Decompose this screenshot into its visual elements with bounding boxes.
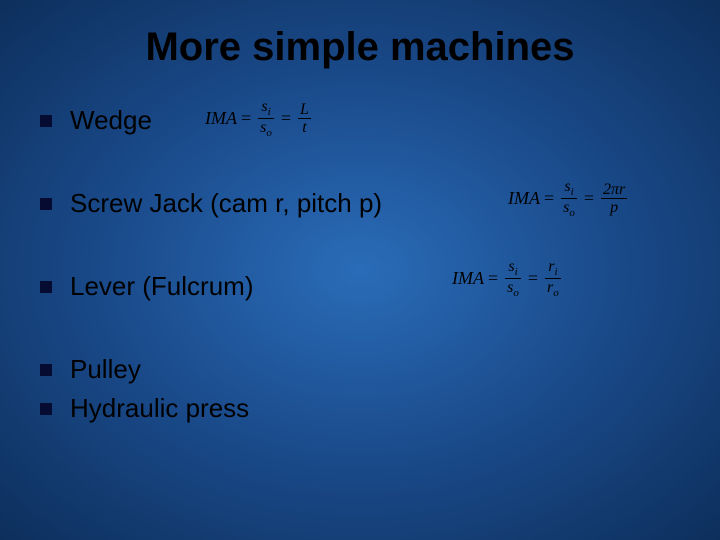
slide-title: More simple machines	[40, 25, 680, 70]
formula-lhs: IMA	[452, 268, 484, 289]
fraction: 2πr p	[601, 181, 627, 217]
bullet-icon	[40, 364, 52, 376]
formula-lever: IMA = si so = ri ro	[452, 258, 564, 300]
bullet-item-lever: Lever (Fulcrum)	[40, 271, 680, 302]
fraction: L t	[298, 101, 311, 137]
bullet-icon	[40, 115, 52, 127]
item-label: Lever (Fulcrum)	[70, 271, 253, 302]
formula-lhs: IMA	[205, 108, 237, 129]
bullet-icon	[40, 403, 52, 415]
equals-sign: =	[584, 188, 594, 209]
equals-sign: =	[281, 108, 291, 129]
bullet-icon	[40, 281, 52, 293]
item-label: Pulley	[70, 354, 141, 385]
fraction: si so	[561, 178, 577, 220]
bullet-icon	[40, 198, 52, 210]
formula-screw: IMA = si so = 2πr p	[508, 178, 630, 220]
equals-sign: =	[544, 188, 554, 209]
equals-sign: =	[241, 108, 251, 129]
item-label: Hydraulic press	[70, 393, 249, 424]
bullet-item-pulley: Pulley	[40, 354, 680, 385]
bullet-item-hydraulic: Hydraulic press	[40, 393, 680, 424]
item-label: Screw Jack (cam r, pitch p)	[70, 188, 382, 219]
formula-wedge: IMA = si so = L t	[205, 98, 314, 140]
slide-container: More simple machines Wedge Screw Jack (c…	[0, 0, 720, 540]
item-label: Wedge	[70, 105, 152, 136]
fraction: si so	[505, 258, 521, 300]
fraction: ri ro	[545, 258, 561, 300]
fraction: si so	[258, 98, 274, 140]
equals-sign: =	[488, 268, 498, 289]
equals-sign: =	[528, 268, 538, 289]
bullet-item-wedge: Wedge	[40, 105, 680, 136]
formula-lhs: IMA	[508, 188, 540, 209]
